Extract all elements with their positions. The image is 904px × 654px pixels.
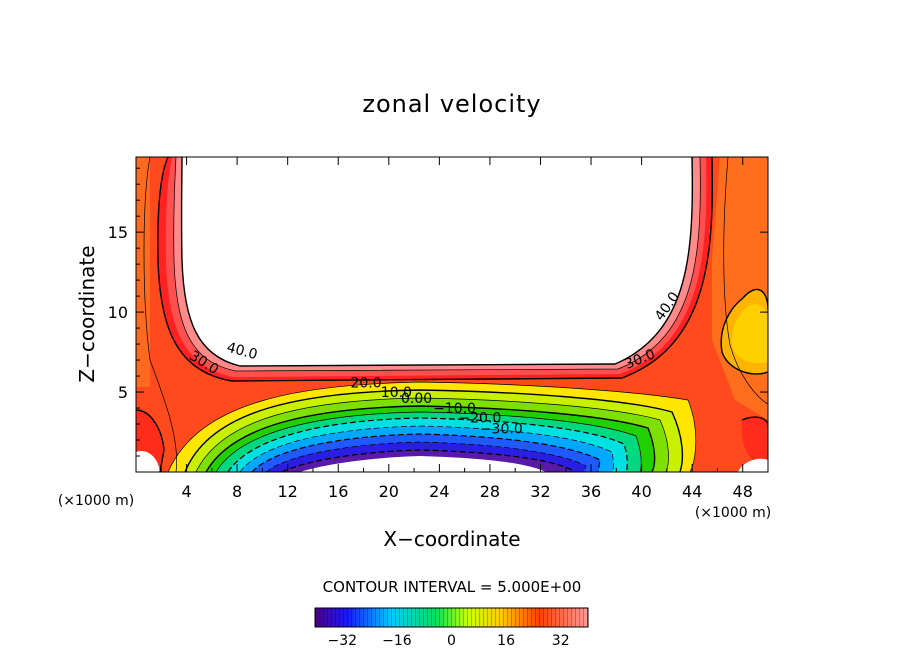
x-units-left: (×1000 m): [58, 493, 134, 509]
right-bottom-lobe: [741, 417, 768, 465]
right-inner-lobe: [731, 304, 768, 364]
x-tick-label: 32: [530, 482, 550, 501]
contour-label: 10.0: [381, 385, 412, 401]
contour-label: 40.0: [225, 340, 259, 364]
contour-label: −20.0: [458, 410, 501, 426]
x-tick-label: 40: [631, 482, 651, 501]
x-tick-label: 16: [328, 482, 348, 501]
y-tick-label: 5: [118, 383, 128, 402]
colorbar-tick-label: 0: [447, 633, 456, 649]
colorbar-tick-label: 16: [497, 633, 515, 649]
x-tick-label: 48: [733, 482, 753, 501]
contour-interval-text: CONTOUR INTERVAL = 5.000E+00: [323, 578, 582, 596]
x-units-right: (×1000 m): [695, 505, 771, 521]
x-axis-label: X−coordinate: [383, 527, 520, 551]
bottom-right-white: [738, 458, 768, 472]
x-tick-label: 8: [232, 482, 242, 501]
x-tick-label: 36: [581, 482, 601, 501]
x-tick-label: 28: [480, 482, 500, 501]
colorbar-tick-label: −32: [328, 633, 358, 649]
contour-lines: [136, 157, 768, 472]
y-tick-label: 15: [108, 223, 128, 242]
left-edge-band: [136, 157, 150, 387]
contour-label: 0.00: [401, 391, 432, 407]
y-tick-label: 10: [108, 303, 128, 322]
chart-title: zonal velocity: [362, 90, 541, 118]
x-tick-label: 20: [379, 482, 399, 501]
colorbar-tick-label: −16: [382, 633, 412, 649]
colorbar-ticks: −32 −16 0 16 32: [328, 633, 570, 649]
colorbar-frame: [314, 607, 589, 628]
x-tick-label: 12: [278, 482, 298, 501]
upper-white-region: [181, 157, 693, 366]
y-axis: 5 10 15: [108, 167, 768, 457]
x-axis: 4 8 12 16 20 24 28 32 36 40 44 48: [160, 157, 753, 501]
plot-area: [136, 157, 768, 472]
x-tick-label: 44: [682, 482, 702, 501]
x-tick-label: 24: [429, 482, 449, 501]
contour-label: −10.0: [433, 401, 476, 417]
bottom-left-white: [136, 450, 160, 472]
contour-label: 20.0: [350, 375, 381, 391]
colorbar: [314, 607, 589, 628]
x-tick-label: 4: [181, 482, 191, 501]
plot-frame: [135, 156, 769, 473]
colorbar-tick-label: 32: [552, 633, 570, 649]
y-axis-label: Z−coordinate: [75, 245, 99, 382]
contour-label: −30.0: [480, 422, 523, 438]
colorbar-levels: [315, 608, 588, 627]
bottom-white-region: [300, 456, 546, 472]
